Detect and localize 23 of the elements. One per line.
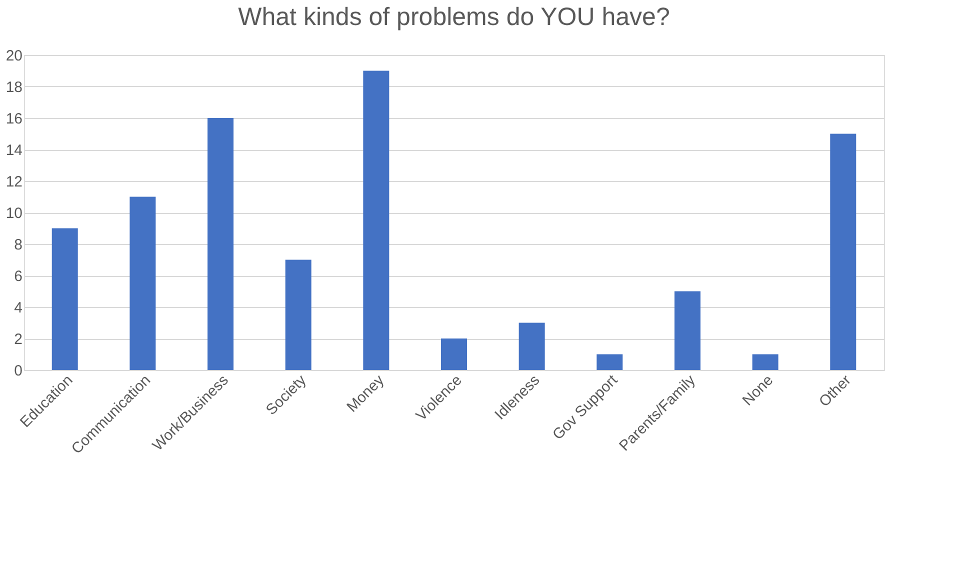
bar xyxy=(52,228,78,370)
y-tick-label: 8 xyxy=(14,236,22,254)
bar xyxy=(130,196,156,370)
y-tick-label: 6 xyxy=(14,268,22,285)
y-tick-label: 16 xyxy=(6,110,22,128)
bar xyxy=(363,70,390,370)
bar xyxy=(285,260,312,370)
bar xyxy=(208,118,234,370)
bar xyxy=(518,322,545,370)
bar xyxy=(674,291,700,370)
y-tick-label: 10 xyxy=(6,205,22,222)
y-tick-label: 18 xyxy=(6,79,22,96)
bar xyxy=(596,354,623,370)
chart-title: What kinds of problems do YOU have? xyxy=(238,3,670,31)
y-tick-label: 12 xyxy=(6,174,22,190)
bar xyxy=(752,354,778,370)
y-tick-label: 2 xyxy=(14,331,22,348)
y-tick-label: 20 xyxy=(6,48,22,64)
y-tick-label: 14 xyxy=(6,142,22,159)
y-tick-label: 4 xyxy=(14,300,22,316)
y-tick-label: 0 xyxy=(14,362,22,380)
bar xyxy=(830,134,856,370)
bar xyxy=(441,338,467,370)
